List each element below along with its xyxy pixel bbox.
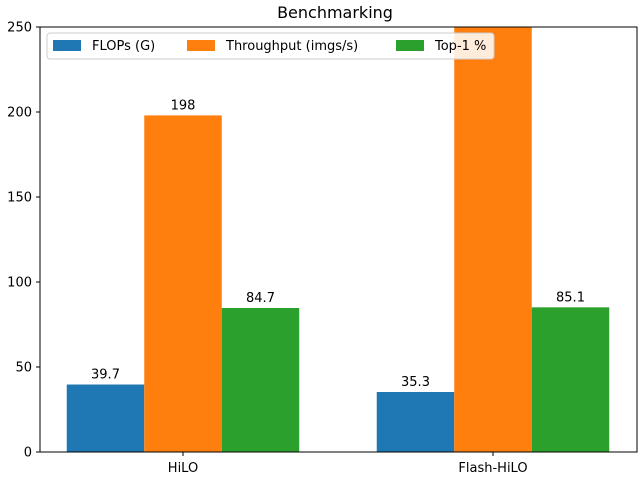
- x-axis: HiLO Flash-HiLO: [168, 452, 528, 476]
- y-tick-label-0: 0: [24, 446, 32, 461]
- y-tick-label-100: 100: [7, 276, 32, 291]
- bar-top-1-hilo: [221, 308, 300, 452]
- bar-throughput-imgs-s-hilo: [144, 115, 222, 453]
- legend-label-top-1: Top-1 %: [434, 39, 486, 54]
- bar-flops-g-flash-hilo: [376, 391, 455, 452]
- data-label-top-1-hilo: 84.7: [246, 291, 275, 306]
- legend-label-throughput-imgs-s: Throughput (imgs/s): [225, 39, 358, 54]
- y-tick-label-250: 250: [7, 21, 32, 36]
- legend-box: [46, 32, 495, 60]
- plot-frame: [39, 26, 638, 453]
- legend-swatch-flops-g: [53, 40, 81, 51]
- data-label-flops-g-flash-hilo: 35.3: [401, 375, 430, 390]
- x-tick-label-hilo: HiLO: [168, 461, 198, 476]
- bar-flops-g-hilo: [66, 384, 145, 452]
- chart-title: Benchmarking: [277, 3, 393, 22]
- data-label-flops-g-hilo: 39.7: [91, 368, 120, 383]
- x-tick-label-flash-hilo: Flash-HiLO: [458, 461, 527, 476]
- bars-group: [66, 27, 610, 453]
- legend: FLOPs (G) Throughput (imgs/s) Top-1 %: [46, 32, 495, 60]
- bar-throughput-imgs-s-flash-hilo: [454, 27, 532, 452]
- legend-swatch-throughput-imgs-s: [187, 40, 215, 51]
- data-labels-group: 39.7 198 84.7 35.3 85.1: [91, 98, 585, 390]
- y-tick-label-150: 150: [7, 191, 32, 206]
- legend-label-flops-g: FLOPs (G): [92, 39, 155, 54]
- data-label-throughput-imgs-s-hilo: 198: [171, 98, 196, 113]
- data-label-top-1-flash-hilo: 85.1: [556, 290, 585, 305]
- y-axis: 0 50 100 150 200 250: [7, 21, 40, 461]
- legend-swatch-top-1: [396, 40, 424, 51]
- y-tick-label-200: 200: [7, 106, 32, 121]
- y-tick-label-50: 50: [15, 361, 32, 376]
- bar-top-1-flash-hilo: [531, 307, 610, 452]
